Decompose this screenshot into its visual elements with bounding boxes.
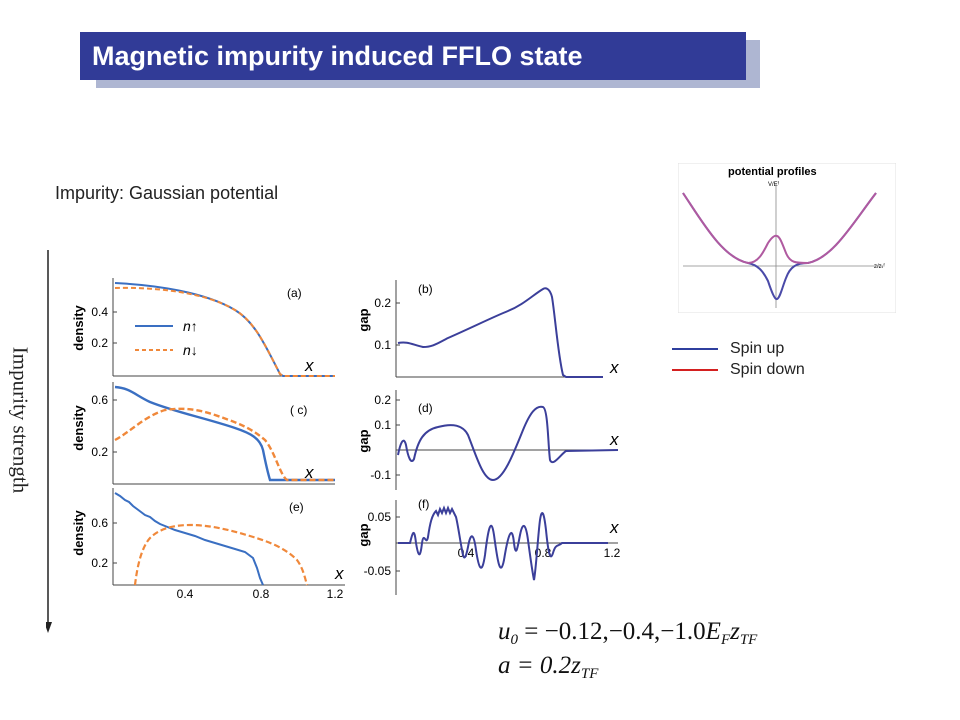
inset-xlabel: z/zₜᶠ <box>874 263 885 270</box>
inset-potential-profiles: potential profiles V/Eᶠ z/zₜᶠ <box>678 163 896 313</box>
panel-c-ylabel: density <box>71 404 86 450</box>
panel-d: 0.2 0.1 -0.1 gap (d) x <box>356 390 619 490</box>
panel-e-xtick-1: 0.8 <box>253 587 270 601</box>
panel-b-xlabel: x <box>609 358 619 377</box>
panel-a-legend-up: n↑ <box>183 318 198 334</box>
panel-c-curve-down <box>114 407 335 482</box>
panel-e-curve-down <box>133 523 309 586</box>
panel-e: 0.6 0.2 density (e) x 0.4 0.8 1.2 <box>71 488 345 601</box>
inset-title: potential profiles <box>728 166 817 178</box>
slide-title: Magnetic impurity induced FFLO state <box>80 32 746 80</box>
panel-f-xtick-2: 1.2 <box>604 546 621 560</box>
legend-item-spin-up: Spin up <box>672 338 805 359</box>
inset-curve-down <box>682 192 877 265</box>
inset-ylabel: V/Eᶠ <box>768 181 780 188</box>
panel-f-xtick-1: 0.8 <box>535 546 552 560</box>
panel-d-tag: (d) <box>418 401 433 415</box>
panel-d-curve <box>397 405 619 482</box>
panel-e-ylabel: density <box>71 509 86 555</box>
panel-a-ytick-0: 0.4 <box>91 305 108 319</box>
panel-f-ytick-0: 0.05 <box>368 510 392 524</box>
panel-d-ytick-2: -0.1 <box>370 468 391 482</box>
panel-a-curve-down <box>114 286 335 377</box>
panel-a-xlabel: x <box>304 356 314 375</box>
panel-d-ytick-1: 0.1 <box>374 418 391 432</box>
equation-a: a = 0.2zTF <box>498 652 599 682</box>
panel-f-ytick-1: -0.05 <box>364 564 392 578</box>
legend-line-spin-up <box>672 347 718 350</box>
panel-c-tag: ( c) <box>290 403 307 417</box>
panel-a-legend-down: n↓ <box>183 342 198 358</box>
panel-f: 0.05 -0.05 gap (f) x 0.4 0.8 1.2 <box>356 497 621 595</box>
panel-c-ytick-0: 0.6 <box>91 393 108 407</box>
subtitle: Impurity: Gaussian potential <box>55 183 279 203</box>
legend-label-spin-down: Spin down <box>730 360 805 378</box>
panel-f-tag: (f) <box>418 497 429 511</box>
panel-c-curve-up <box>114 385 335 482</box>
panel-a-tag: (a) <box>287 286 302 300</box>
panel-b: 0.2 0.1 gap (b) x <box>356 280 619 378</box>
panel-e-xlabel: x <box>334 564 344 583</box>
panel-f-ylabel: gap <box>356 523 371 546</box>
panel-e-tag: (e) <box>289 500 304 514</box>
panel-e-ytick-0: 0.6 <box>91 516 108 530</box>
panel-d-ylabel: gap <box>356 429 371 452</box>
panel-b-curve <box>397 287 603 378</box>
panel-b-ytick-1: 0.1 <box>374 338 391 352</box>
panel-e-ytick-2: 0.2 <box>91 556 108 570</box>
panel-d-ytick-0: 0.2 <box>374 393 391 407</box>
panel-a-ytick-1: 0.2 <box>91 336 108 350</box>
panel-a: 0.4 0.2 density (a) x n↑ n↓ <box>71 278 335 377</box>
panel-b-ylabel: gap <box>356 308 371 331</box>
panel-a-ylabel: density <box>71 304 86 350</box>
panel-f-xlabel: x <box>609 518 619 537</box>
panel-c-ytick-1: 0.2 <box>91 445 108 459</box>
impurity-strength-text: Impurity strength <box>8 346 33 494</box>
panel-c-xlabel: x <box>304 463 314 482</box>
panel-f-curve <box>398 505 608 581</box>
spin-legend: Spin up Spin down <box>672 338 805 380</box>
legend-line-spin-down <box>672 368 718 371</box>
equation-u0: u0 = −0.12,−0.4,−1.0EFzTF <box>498 618 758 648</box>
panel-c: 0.6 0.2 density ( c) x <box>71 382 335 485</box>
panel-d-xlabel: x <box>609 430 619 449</box>
panel-e-xtick-2: 1.2 <box>327 587 344 601</box>
panel-a-curve-up <box>114 282 335 377</box>
legend-label-spin-up: Spin up <box>730 339 785 357</box>
panel-e-xtick-0: 0.4 <box>177 587 194 601</box>
panel-b-ytick-0: 0.2 <box>374 296 391 310</box>
legend-item-spin-down: Spin down <box>672 359 805 380</box>
impurity-arrow <box>46 250 52 633</box>
panel-b-tag: (b) <box>418 282 433 296</box>
